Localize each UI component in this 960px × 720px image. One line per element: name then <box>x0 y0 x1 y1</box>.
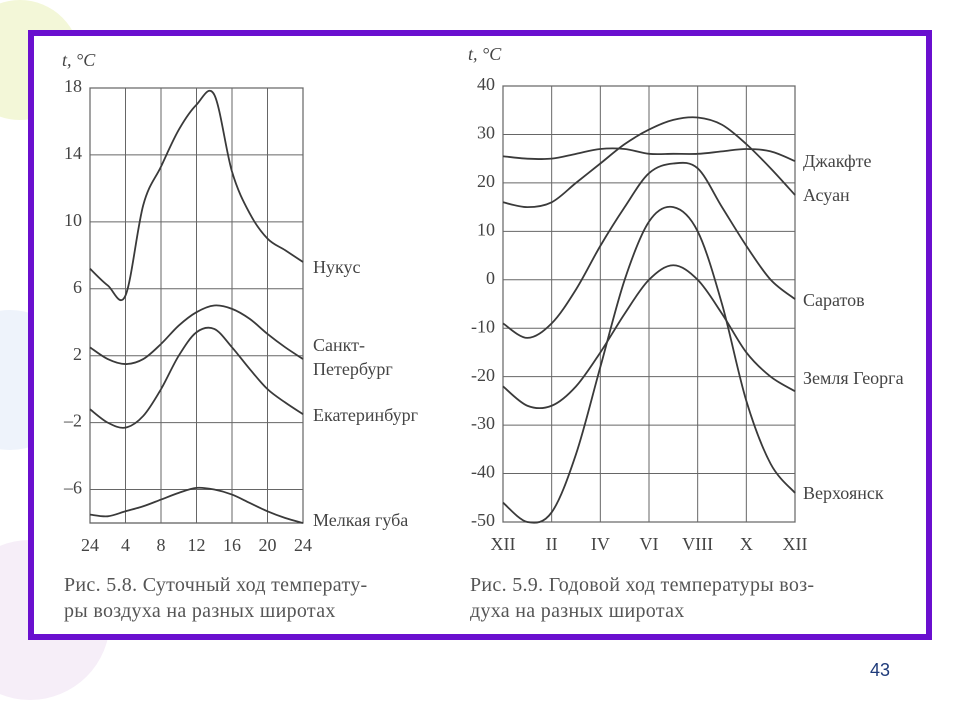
series-label: Верхоянск <box>803 483 884 503</box>
y-tick-label: -10 <box>471 316 495 336</box>
y-tick-label: 0 <box>486 268 495 288</box>
series-line <box>89 304 304 365</box>
caption: духа на разных широтах <box>470 600 685 622</box>
series-label: Екатеринбург <box>313 405 418 425</box>
series-line <box>89 89 304 302</box>
series-label: Мелкая губа <box>313 510 409 530</box>
x-tick-label: 12 <box>188 535 206 555</box>
y-tick-label: -30 <box>471 413 495 433</box>
x-tick-label: VI <box>640 534 659 554</box>
y-tick-label: -50 <box>471 510 495 530</box>
series-label: Санкт-Петербург <box>313 335 393 379</box>
y-axis-label: t, °C <box>62 50 96 70</box>
y-tick-label: 2 <box>73 344 82 364</box>
caption: ры воздуха на разных широтах <box>64 600 336 622</box>
x-tick-label: X <box>740 534 753 554</box>
x-tick-label: 20 <box>259 535 277 555</box>
y-tick-label: -20 <box>471 365 495 385</box>
y-axis-label: t, °C <box>468 44 502 64</box>
series-label: Земля Георга <box>803 368 904 388</box>
slide-number: 43 <box>870 660 891 680</box>
series-label: Нукус <box>313 257 361 277</box>
x-tick-label: IV <box>591 534 610 554</box>
frame <box>28 30 932 640</box>
y-tick-label: 30 <box>477 123 495 143</box>
y-tick-label: 40 <box>477 74 495 94</box>
series-line <box>502 161 796 339</box>
caption: Рис. 5.8. Суточный ход температу- <box>64 574 368 596</box>
x-tick-label: II <box>546 534 558 554</box>
series-label: Джакфте <box>803 151 872 171</box>
x-tick-label: 4 <box>121 535 130 555</box>
caption: Рис. 5.9. Годовой ход температуры воз- <box>470 574 815 596</box>
series-line <box>502 147 796 162</box>
x-tick-label: VIII <box>682 534 713 554</box>
x-tick-label: 8 <box>157 535 166 555</box>
y-tick-label: –2 <box>63 411 82 431</box>
y-tick-label: 10 <box>64 210 82 230</box>
series-line <box>89 486 304 524</box>
series-label: Саратов <box>803 290 865 310</box>
series-line <box>502 116 796 209</box>
x-tick-label: XII <box>491 534 516 554</box>
y-tick-label: 10 <box>477 219 495 239</box>
y-tick-label: -40 <box>471 462 495 482</box>
series-line <box>502 264 796 410</box>
y-tick-label: 18 <box>64 76 82 96</box>
series-line <box>89 326 304 429</box>
y-tick-label: –6 <box>63 478 82 498</box>
x-tick-label: XII <box>783 534 808 554</box>
y-tick-label: 14 <box>64 143 82 163</box>
x-tick-label: 16 <box>223 535 241 555</box>
x-tick-label: 24 <box>81 535 99 555</box>
y-tick-label: 6 <box>73 277 82 297</box>
x-tick-label: 24 <box>294 535 312 555</box>
y-tick-label: 20 <box>477 171 495 191</box>
series-label: Асуан <box>803 185 850 205</box>
series-line <box>502 205 796 524</box>
